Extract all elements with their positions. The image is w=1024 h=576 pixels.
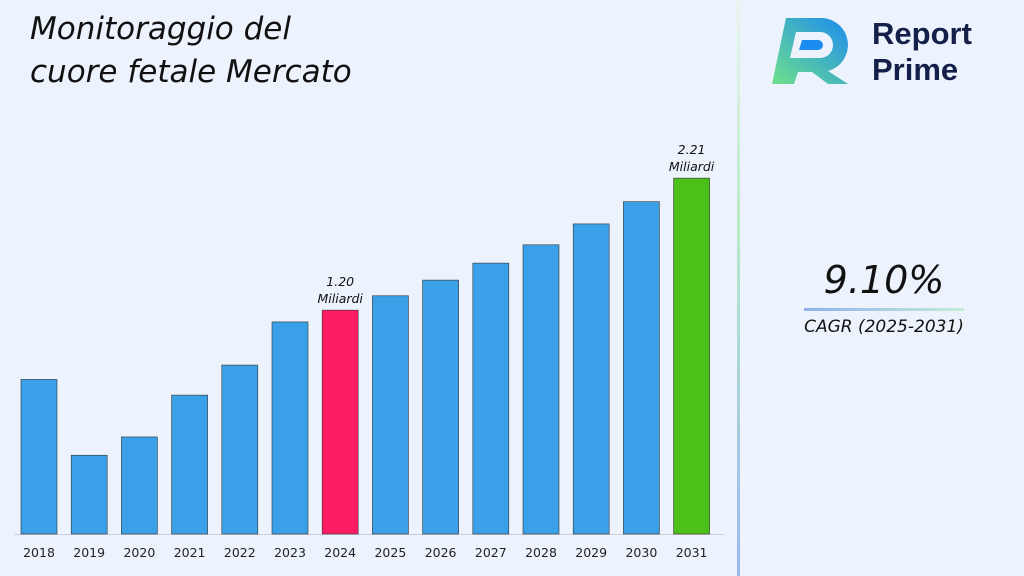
logo-line-1: Report	[872, 16, 972, 51]
bar-chart: 2018 2019 2020 2021 2022 2023 2024 1.20 Miliardi…	[14, 142, 724, 560]
x-tick-label-2026: 2026	[425, 545, 457, 560]
logo-line-2: Prime	[872, 52, 959, 87]
x-tick-label-2020: 2020	[123, 545, 155, 560]
bar-2023	[271, 321, 309, 535]
report-prime-logo: Report Prime	[768, 14, 1008, 94]
bar-2024	[321, 309, 359, 535]
bar-2031	[673, 177, 710, 535]
bar-2018	[20, 379, 58, 535]
bar-2020	[121, 436, 158, 535]
x-tick-label-2029: 2029	[575, 545, 607, 560]
x-tick-label-2022: 2022	[224, 545, 256, 560]
data-label-value-2031: 2.21	[678, 142, 706, 157]
x-tick-label-2028: 2028	[525, 545, 557, 560]
x-tick-label-2018: 2018	[23, 545, 55, 560]
bar-2029	[572, 223, 610, 535]
data-label-value-2024: 1.20	[326, 274, 354, 289]
x-tick-label-2019: 2019	[73, 545, 105, 560]
x-tick-label-2031: 2031	[676, 545, 708, 560]
x-tick-label-2024: 2024	[324, 545, 356, 560]
logo-mark-icon	[772, 18, 848, 84]
bar-2021	[171, 394, 208, 535]
divider	[737, 0, 740, 576]
x-tick-label-2025: 2025	[374, 545, 406, 560]
title-line-1: Monitoraggio del	[30, 11, 291, 47]
bar-2019	[70, 454, 108, 535]
data-label-unit-2024: Miliardi	[317, 291, 363, 306]
chart-title: Monitoraggio del cuore fetale Mercato	[30, 8, 352, 94]
bar-2030	[623, 201, 660, 535]
cagr-value: 9.10%	[823, 258, 945, 302]
bar-2026	[422, 279, 459, 535]
bar-2025	[372, 295, 409, 535]
title-line-2: cuore fetale Mercato	[30, 54, 352, 90]
x-tick-label-2023: 2023	[274, 545, 306, 560]
cagr-label: CAGR (2025-2031)	[804, 317, 964, 337]
data-label-unit-2031: Miliardi	[669, 159, 715, 174]
bar-2028	[522, 244, 560, 535]
x-tick-label-2030: 2030	[625, 545, 657, 560]
x-tick-label-2021: 2021	[174, 545, 206, 560]
bar-2022	[221, 364, 259, 535]
x-tick-label-2027: 2027	[475, 545, 507, 560]
bar-2027	[472, 262, 510, 535]
cagr-underline	[804, 308, 964, 311]
